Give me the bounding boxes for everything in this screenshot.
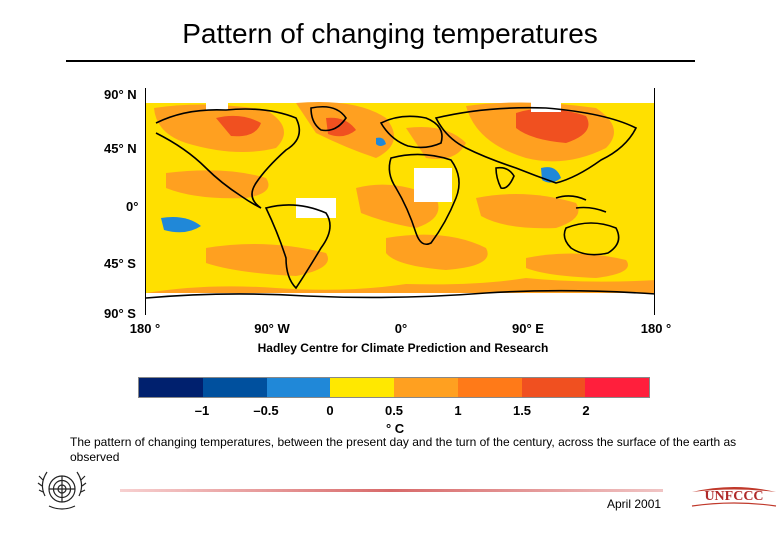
lat-label-90n: 90° N <box>104 87 137 102</box>
lat-label-0: 0° <box>126 199 139 214</box>
lat-label-45n: 45° N <box>104 141 137 156</box>
arctic-no-data <box>146 88 654 103</box>
coastlines <box>146 105 654 299</box>
colorbar-bin-6 <box>521 378 586 397</box>
lat-label-45s: 45° S <box>104 256 136 271</box>
colorbar-tick-label: –1 <box>194 403 210 418</box>
colorbar-bin-5 <box>457 378 522 397</box>
lon-label-90e: 90° E <box>512 321 544 336</box>
temperature-change-map <box>145 88 655 315</box>
lon-label-90w: 90° W <box>254 321 290 336</box>
colorbar-bin-0 <box>139 378 203 397</box>
lon-label-0: 0° <box>394 321 408 336</box>
lat-label-90s: 90° S <box>104 306 136 321</box>
colorbar-tick-label: 2 <box>582 403 590 418</box>
colorbar-bin-1 <box>202 378 267 397</box>
unfccc-logo-text: UNFCCC <box>704 489 763 504</box>
map-graphic <box>146 88 654 315</box>
slide-caption: The pattern of changing temperatures, be… <box>70 435 737 464</box>
temperature-colorbar <box>138 377 650 398</box>
slide-title: Pattern of changing temperatures <box>182 18 598 49</box>
lon-label-180w: 180 ° <box>129 321 161 336</box>
colorbar-bin-7 <box>585 378 649 397</box>
colorbar-unit: ° C <box>386 421 405 436</box>
colorbar-tick-label: 0 <box>326 403 334 418</box>
footer-divider <box>120 489 663 492</box>
colorbar-tick-label: 1.5 <box>512 403 532 418</box>
southern-ocean-warm-band <box>146 278 654 293</box>
colorbar-tick-label: 1 <box>454 403 462 418</box>
title-rule <box>66 60 695 62</box>
colorbar-bin-3 <box>330 378 394 397</box>
colorbar-bin-2 <box>266 378 331 397</box>
colorbar-tick-label: 0.5 <box>384 403 404 418</box>
unfccc-logo-icon: UNFCCC <box>691 487 777 507</box>
united-nations-emblem-icon <box>37 471 87 510</box>
colorbar-bin-4 <box>394 378 458 397</box>
antarctic-no-data <box>146 293 654 315</box>
source-attribution: Hadley Centre for Climate Prediction and… <box>257 341 549 355</box>
lon-label-180e: 180 ° <box>640 321 672 336</box>
colorbar-tick-label: –0.5 <box>253 403 279 418</box>
hot-patches <box>216 108 589 143</box>
footer-date: April 2001 <box>607 497 662 511</box>
